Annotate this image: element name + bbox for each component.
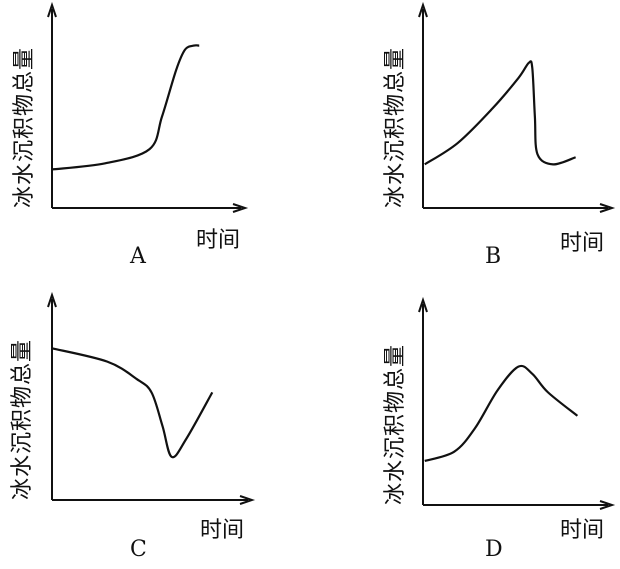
panel-a-letter: A bbox=[130, 244, 146, 269]
panel-a-curve bbox=[51, 44, 200, 171]
panel-c-y-arrow bbox=[47, 291, 57, 308]
panel-d-x-arrow bbox=[599, 500, 616, 510]
panel-d-y-arrow bbox=[418, 296, 428, 313]
panel-b-curve bbox=[424, 60, 577, 166]
panel-a-xlabel: 时间 bbox=[196, 228, 241, 253]
panel-d-xlabel: 时间 bbox=[560, 518, 605, 543]
panel-c-curve bbox=[51, 347, 214, 459]
panel-b-ylabel: 冰水沉积物总量 bbox=[383, 46, 408, 208]
panel-c-x-arrow bbox=[239, 495, 256, 505]
panel-c-xlabel: 时间 bbox=[200, 518, 245, 543]
panel-b-xlabel: 时间 bbox=[560, 231, 605, 256]
panel-b-y-arrow bbox=[418, 1, 428, 18]
panel-a-ylabel: 冰水沉积物总量 bbox=[12, 46, 37, 208]
panel-a-x-arrow bbox=[232, 203, 249, 213]
panel-a-y-arrow bbox=[47, 1, 57, 18]
panel-d-curve bbox=[424, 364, 579, 462]
panel-c-ylabel: 冰水沉积物总量 bbox=[10, 338, 35, 500]
panel-d-ylabel: 冰水沉积物总量 bbox=[383, 343, 408, 505]
panel-b-letter: B bbox=[485, 244, 502, 269]
panel-b-x-arrow bbox=[599, 203, 616, 213]
panel-d-letter: D bbox=[485, 537, 503, 562]
panel-c-letter: C bbox=[130, 537, 147, 562]
